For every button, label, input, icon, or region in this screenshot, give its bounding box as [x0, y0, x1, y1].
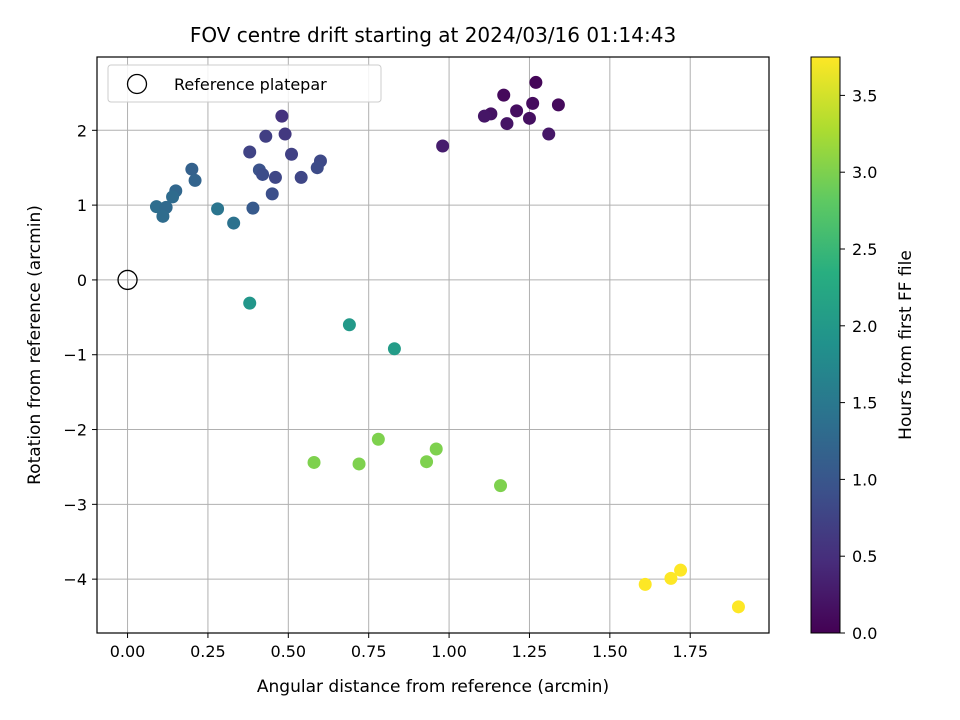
legend: Reference platepar	[107, 64, 382, 103]
y-axis-ticks: −4 −3 −2 −1 0 1 2	[63, 121, 97, 589]
x-tick-label: 0.50	[270, 642, 306, 661]
data-point	[529, 75, 543, 89]
data-point	[227, 216, 241, 230]
data-point	[188, 173, 202, 187]
colorbar-tick-label: 2.0	[852, 317, 877, 336]
y-tick-label: 0	[77, 271, 87, 290]
x-tick-label: 1.00	[431, 642, 467, 661]
reference-platepar-marker	[117, 269, 138, 291]
legend-label: Reference platepar	[174, 75, 327, 94]
data-point	[664, 571, 678, 585]
data-point	[275, 109, 289, 123]
data-point	[494, 479, 508, 493]
colorbar-label: Hours from first FF file	[896, 250, 916, 440]
data-point	[674, 563, 688, 577]
data-point	[387, 342, 401, 356]
data-point	[166, 190, 180, 204]
y-tick-label: −4	[63, 570, 87, 589]
data-point	[243, 296, 257, 310]
colorbar-tick-label: 1.5	[852, 394, 877, 413]
legend-open-circle-icon	[126, 73, 148, 95]
data-points	[117, 75, 745, 614]
colorbar-ticks: 0.0 0.5 1.0 1.5 2.0 2.5 3.0 3.5	[840, 86, 877, 643]
data-point	[436, 139, 450, 153]
x-tick-label: 1.25	[512, 642, 548, 661]
x-axis-label: Angular distance from reference (arcmin)	[257, 677, 609, 697]
y-tick-label: −1	[63, 346, 87, 365]
data-point	[526, 96, 540, 110]
data-point	[256, 167, 270, 181]
data-point	[294, 170, 308, 184]
x-tick-label: 0.25	[190, 642, 226, 661]
data-point	[500, 117, 514, 131]
x-tick-label: 0.75	[351, 642, 387, 661]
y-axis-label: Rotation from reference (arcmin)	[25, 205, 45, 485]
y-tick-label: −3	[63, 495, 87, 514]
x-tick-label: 0.00	[110, 642, 146, 661]
y-tick-label: 1	[77, 196, 87, 215]
data-point	[342, 318, 356, 332]
data-point	[522, 111, 536, 125]
data-point	[243, 145, 257, 159]
colorbar-tick-label: 1.0	[852, 470, 877, 489]
data-point	[551, 98, 565, 112]
data-point	[211, 202, 225, 216]
x-axis-ticks: 0.00 0.25 0.50 0.75 1.00 1.25 1.50 1.75	[110, 633, 708, 661]
legend-box	[107, 64, 382, 103]
data-point	[185, 162, 199, 176]
x-tick-label: 1.75	[672, 642, 708, 661]
chart-title: FOV centre drift starting at 2024/03/16 …	[190, 23, 676, 47]
data-point	[477, 109, 491, 123]
data-point	[268, 170, 282, 184]
data-point	[731, 600, 745, 614]
data-point	[429, 442, 443, 456]
data-point	[510, 104, 524, 118]
plot-frame	[96, 56, 770, 634]
x-tick-label: 1.50	[592, 642, 628, 661]
y-tick-label: 2	[77, 121, 87, 140]
colorbar-tick-label: 2.5	[852, 240, 877, 259]
colorbar-gradient	[810, 56, 841, 634]
data-point	[149, 200, 163, 214]
data-point	[156, 209, 170, 223]
data-point	[285, 147, 299, 161]
grid-lines	[97, 57, 769, 633]
data-point	[307, 455, 321, 469]
data-point	[420, 455, 434, 469]
data-point	[278, 127, 292, 141]
colorbar: 0.0 0.5 1.0 1.5 2.0 2.5 3.0 3.5 Hours from firs…	[810, 56, 916, 643]
colorbar-tick-label: 0.5	[852, 547, 877, 566]
data-point	[259, 129, 273, 143]
data-point	[497, 88, 511, 102]
data-point	[638, 577, 652, 591]
data-point	[246, 201, 260, 215]
data-point	[371, 432, 385, 446]
y-tick-label: −2	[63, 421, 87, 440]
data-point	[265, 187, 279, 201]
colorbar-tick-label: 3.0	[852, 163, 877, 182]
data-point	[352, 457, 366, 471]
colorbar-tick-label: 3.5	[852, 86, 877, 105]
data-point	[542, 127, 556, 141]
colorbar-tick-label: 0.0	[852, 624, 877, 643]
data-point	[310, 161, 324, 175]
